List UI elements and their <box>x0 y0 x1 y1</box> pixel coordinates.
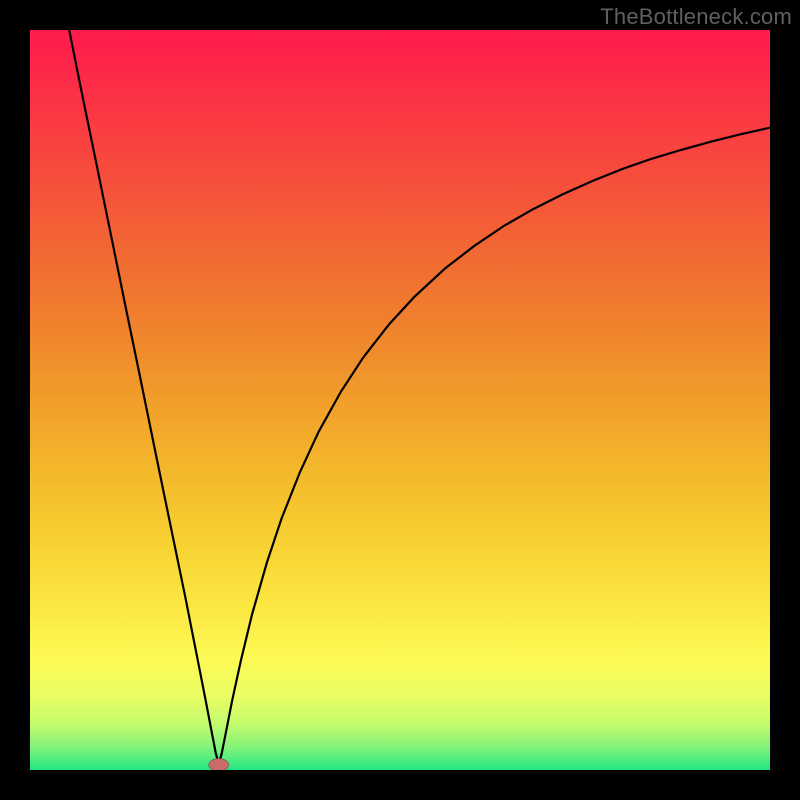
minimum-marker <box>209 759 229 770</box>
gradient-v-curve-chart <box>30 30 770 770</box>
watermark-text: TheBottleneck.com <box>600 4 792 30</box>
chart-frame: TheBottleneck.com <box>0 0 800 800</box>
plot-area <box>30 30 770 770</box>
gradient-background <box>30 30 770 770</box>
